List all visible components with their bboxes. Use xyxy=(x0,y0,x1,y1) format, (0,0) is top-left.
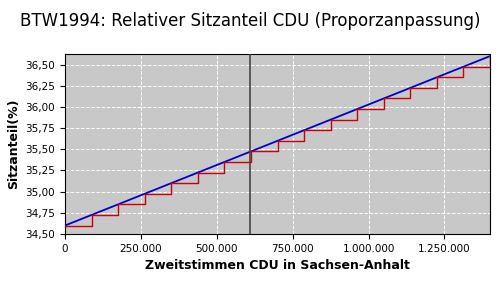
Y-axis label: Sitzanteil(%): Sitzanteil(%) xyxy=(7,99,20,189)
X-axis label: Zweitstimmen CDU in Sachsen-Anhalt: Zweitstimmen CDU in Sachsen-Anhalt xyxy=(145,259,410,272)
Text: BTW1994: Relativer Sitzanteil CDU (Proporzanpassung): BTW1994: Relativer Sitzanteil CDU (Propo… xyxy=(20,12,480,30)
